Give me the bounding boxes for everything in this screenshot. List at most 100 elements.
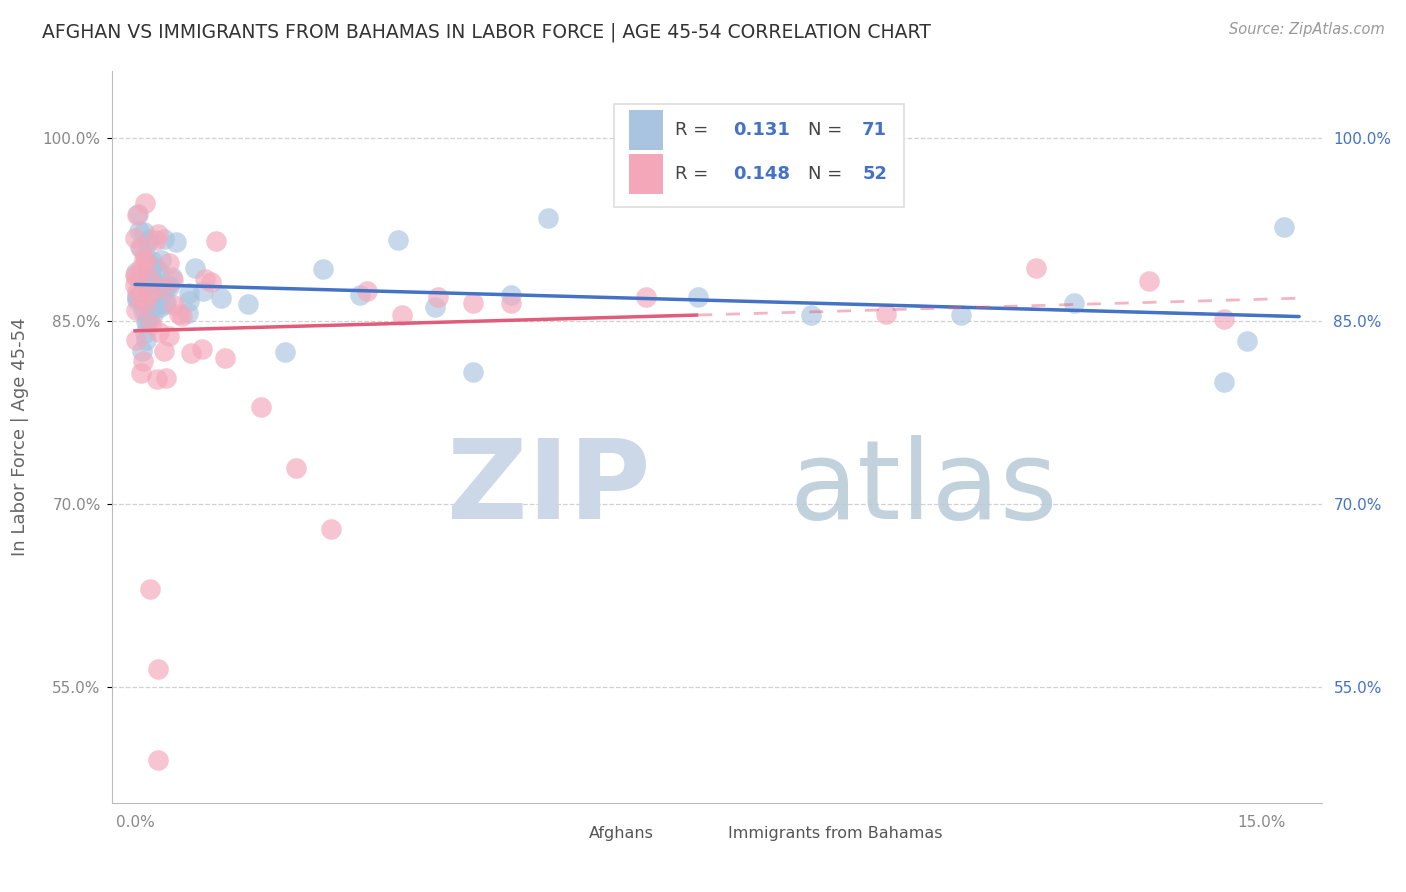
Point — [131, 344, 153, 359]
Point — [157, 280, 180, 294]
Point — [148, 264, 170, 278]
Point — [177, 285, 200, 300]
Point — [149, 253, 172, 268]
Point — [184, 260, 207, 275]
Point — [156, 278, 179, 293]
Text: R =: R = — [675, 165, 714, 183]
FancyBboxPatch shape — [614, 104, 904, 207]
Point — [125, 208, 148, 222]
Point — [124, 265, 146, 279]
Text: N =: N = — [807, 121, 848, 139]
Point — [125, 302, 148, 317]
Point — [138, 277, 160, 292]
Point — [128, 224, 150, 238]
Point — [138, 267, 160, 281]
Point — [136, 262, 159, 277]
Text: 0.148: 0.148 — [733, 165, 790, 183]
Point — [148, 325, 170, 339]
Point — [125, 293, 148, 308]
Point — [153, 344, 176, 359]
Point — [149, 281, 172, 295]
Point — [131, 304, 153, 318]
Point — [141, 272, 163, 286]
Point — [146, 753, 169, 767]
Text: atlas: atlas — [790, 434, 1059, 541]
Point — [138, 313, 160, 327]
Point — [194, 272, 217, 286]
Point — [155, 297, 177, 311]
Point — [153, 232, 176, 246]
Point — [131, 293, 153, 308]
Point — [157, 256, 180, 270]
Point — [461, 365, 484, 379]
Y-axis label: In Labor Force | Age 45-54: In Labor Force | Age 45-54 — [11, 318, 28, 557]
Point — [125, 269, 148, 284]
Text: 71: 71 — [862, 121, 887, 139]
Point — [160, 269, 183, 284]
Point — [800, 308, 823, 322]
Point — [146, 227, 169, 242]
Point — [461, 296, 484, 310]
Point — [426, 290, 449, 304]
Point — [125, 285, 148, 299]
Point — [139, 582, 162, 597]
Point — [145, 234, 167, 248]
Point — [131, 366, 153, 380]
Point — [499, 296, 522, 310]
Point — [209, 291, 232, 305]
Text: ZIP: ZIP — [447, 434, 651, 541]
Point — [136, 235, 159, 249]
Point — [132, 354, 155, 368]
Point — [152, 283, 174, 297]
Point — [138, 271, 160, 285]
Point — [146, 372, 169, 386]
Point — [688, 290, 710, 304]
FancyBboxPatch shape — [628, 110, 662, 150]
Point — [191, 284, 214, 298]
Point — [163, 298, 186, 312]
Point — [950, 308, 973, 322]
Point — [136, 312, 159, 326]
Point — [157, 329, 180, 343]
Point — [1063, 296, 1085, 310]
Point — [537, 211, 560, 225]
Point — [125, 290, 148, 304]
Point — [1213, 312, 1236, 326]
Point — [129, 271, 152, 285]
Point — [135, 315, 157, 329]
Point — [179, 293, 201, 308]
Point — [125, 333, 148, 347]
Point — [200, 275, 222, 289]
Point — [205, 234, 228, 248]
Point — [1236, 334, 1258, 348]
Point — [124, 268, 146, 282]
Point — [138, 274, 160, 288]
Text: Afghans: Afghans — [589, 826, 654, 841]
Point — [875, 307, 897, 321]
Point — [1137, 274, 1160, 288]
Point — [134, 248, 156, 262]
Point — [124, 231, 146, 245]
Point — [125, 291, 148, 305]
Point — [136, 257, 159, 271]
Point — [134, 303, 156, 318]
Point — [165, 235, 187, 249]
Point — [132, 225, 155, 239]
Point — [141, 286, 163, 301]
Point — [249, 400, 271, 414]
Point — [191, 342, 214, 356]
Point — [274, 345, 297, 359]
Point — [145, 260, 167, 275]
Point — [180, 346, 202, 360]
Point — [139, 317, 162, 331]
FancyBboxPatch shape — [686, 815, 713, 843]
Point — [141, 254, 163, 268]
Point — [1213, 375, 1236, 389]
Point — [155, 295, 177, 310]
Point — [139, 270, 162, 285]
Point — [142, 307, 165, 321]
Point — [312, 262, 335, 277]
Text: Immigrants from Bahamas: Immigrants from Bahamas — [728, 826, 942, 841]
Point — [139, 285, 162, 300]
Point — [167, 307, 190, 321]
